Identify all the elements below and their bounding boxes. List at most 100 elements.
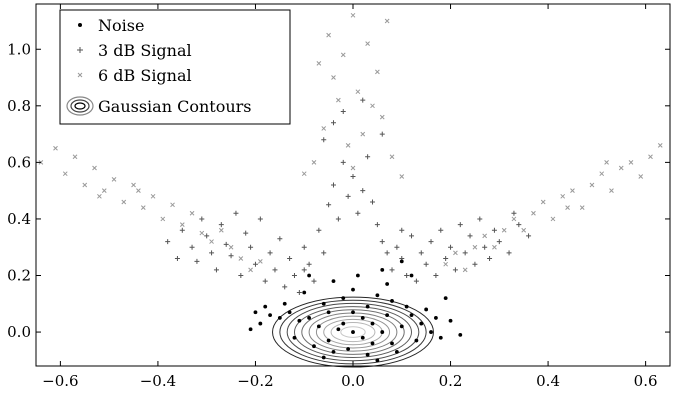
signal-3db-point — [433, 273, 439, 278]
signal-6db-point — [228, 244, 234, 250]
signal-6db-point — [238, 256, 244, 261]
noise-point — [370, 321, 375, 326]
signal-6db-point — [399, 174, 405, 179]
x-tick-label: −0.2 — [237, 372, 273, 390]
signal-6db-point — [657, 143, 663, 148]
signal-6db-point — [521, 227, 527, 233]
y-tick-label: 0.4 — [7, 210, 31, 228]
noise-point — [248, 327, 253, 332]
signal-3db-point — [189, 244, 195, 250]
signal-3db-point — [423, 261, 429, 267]
y-tick-label: 0.6 — [7, 153, 31, 171]
signal-3db-point — [409, 233, 415, 239]
noise-point — [351, 330, 355, 334]
noise-point — [253, 310, 258, 315]
signal-6db-point — [218, 227, 224, 233]
signal-6db-point — [345, 143, 351, 148]
noise-point — [316, 324, 321, 329]
signal-3db-point — [223, 241, 229, 247]
signal-3db-point — [330, 120, 336, 126]
noise-point — [438, 335, 443, 340]
noise-point — [443, 296, 448, 301]
signal-3db-point — [418, 250, 424, 256]
signal-6db-point — [589, 182, 595, 188]
noise-point — [341, 296, 346, 301]
signal-6db-point — [379, 114, 385, 120]
signal-6db-point — [472, 244, 478, 250]
signal-3db-point — [482, 244, 488, 250]
signal-6db-point — [599, 171, 605, 177]
signal-3db-point — [360, 188, 366, 194]
signal-3db-point — [228, 253, 234, 259]
x-tick-label: 0.0 — [341, 372, 365, 390]
legend-box — [59, 9, 291, 125]
signal-6db-point — [648, 154, 653, 160]
signal-6db-point — [565, 205, 570, 210]
legend-contour-mid — [70, 99, 90, 113]
signal-3db-point — [511, 210, 517, 216]
noise-point — [307, 273, 312, 278]
signal-6db-point — [257, 259, 263, 264]
signal-6db-point — [136, 188, 141, 194]
contour-ring — [301, 309, 405, 355]
signal-3db-point — [321, 137, 327, 143]
signal-6db-point — [121, 199, 127, 205]
y-tick-label: 0.8 — [7, 97, 31, 115]
legend: Noise 3 dB Signal 6 dB Signal Gaussian C… — [59, 9, 291, 125]
noise-point — [282, 301, 287, 306]
signal-3db-point — [311, 278, 317, 284]
y-tick-label: 0.2 — [7, 267, 31, 285]
signal-3db-point — [384, 250, 390, 256]
noise-point — [414, 338, 419, 343]
signal-3db-point — [379, 131, 385, 137]
legend-label-3db-signal: 3 dB Signal — [98, 41, 192, 60]
signal-3db-point — [487, 256, 493, 262]
legend-item-3db-signal — [77, 47, 83, 53]
noise-point — [390, 299, 394, 303]
signal-3db-point — [506, 250, 512, 256]
signal-6db-point — [340, 52, 346, 58]
signal-3db-point — [316, 227, 322, 233]
noise-point — [341, 321, 346, 326]
signal-3db-point — [204, 233, 210, 239]
noise-point — [419, 321, 424, 326]
contour-ring — [272, 296, 434, 368]
signal-6db-point — [384, 18, 390, 24]
legend-label-noise: Noise — [98, 16, 144, 35]
signal-6db-point — [199, 230, 205, 236]
signal-3db-point — [496, 239, 502, 245]
signal-6db-point — [331, 75, 336, 80]
x-tick-label: 0.4 — [536, 372, 560, 390]
signal-3db-point — [443, 256, 449, 262]
signal-3db-point — [233, 210, 239, 216]
signal-3db-point — [399, 227, 405, 233]
contour-ring — [293, 306, 413, 359]
signal-6db-point — [375, 69, 380, 75]
noise-point — [448, 318, 453, 323]
signal-6db-point — [579, 205, 585, 210]
noise-point — [331, 349, 336, 354]
signal-3db-point — [491, 227, 497, 233]
noise-point — [370, 341, 375, 346]
signal-3db-point — [243, 230, 249, 236]
signal-3db-point — [179, 227, 185, 233]
noise-point — [365, 352, 370, 357]
noise-point — [409, 273, 414, 278]
gaussian-contours — [272, 296, 434, 368]
signal-6db-point — [443, 261, 449, 267]
noise-point — [360, 316, 365, 320]
signal-3db-point — [438, 227, 444, 233]
signal-6db-point — [350, 12, 356, 18]
signal-6db-point — [492, 244, 497, 250]
noise-point — [312, 344, 316, 349]
signal-6db-point — [618, 165, 624, 171]
signal-6db-point — [209, 239, 214, 244]
signal-6db-point — [511, 216, 517, 222]
signal-6db-point — [248, 267, 253, 273]
noise-point — [399, 324, 404, 329]
signal-3db-point — [272, 267, 278, 273]
signal-6db-point — [179, 222, 185, 227]
signal-3db-point — [394, 244, 400, 250]
signal-3db-point — [448, 244, 454, 250]
signal-3db-point — [252, 261, 258, 267]
